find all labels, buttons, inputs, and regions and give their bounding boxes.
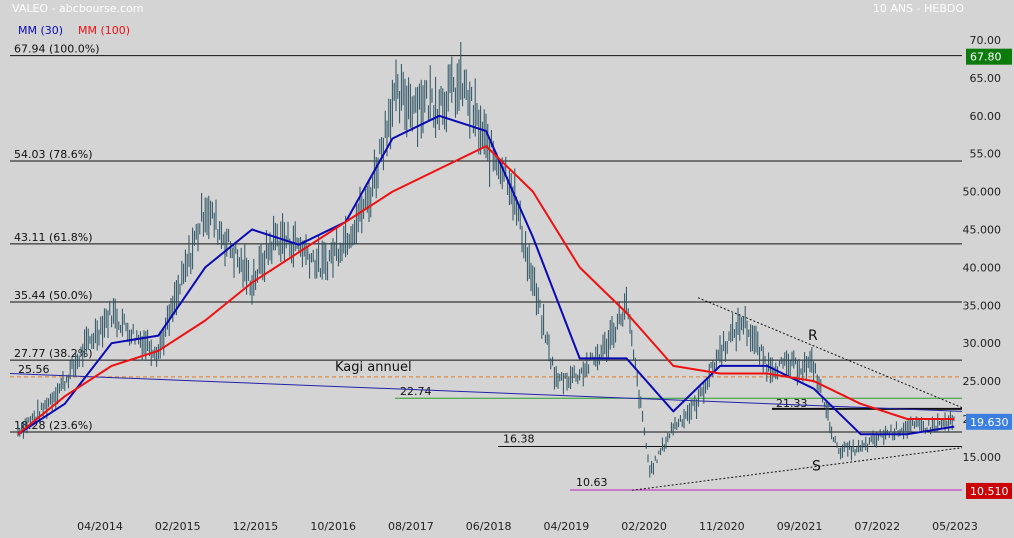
y-tick-label: 65.00 xyxy=(970,72,1002,85)
moving-averages xyxy=(17,114,955,436)
resistance-marker: R xyxy=(808,328,818,344)
breakout-level-label: 21.33 xyxy=(776,397,808,410)
support-resistance-lines: 25.56 22.74 21.33 16.38 10.63 xyxy=(9,297,963,491)
support-level-label: 22.74 xyxy=(400,385,432,398)
y-tick-label: 70.00 xyxy=(970,34,1002,47)
legend-ma30: MM (30) xyxy=(18,24,64,37)
x-tick-label: 12/2015 xyxy=(233,520,279,533)
y-tick-label: 50.000 xyxy=(963,186,1002,199)
y-tick-label: 25.000 xyxy=(963,375,1002,388)
x-tick-label: 10/2016 xyxy=(310,520,356,533)
lower-triangle-line xyxy=(631,447,963,491)
x-tick-label: 06/2018 xyxy=(466,520,512,533)
y-tick-label: 35.000 xyxy=(963,299,1002,312)
y-tick-label: 60.00 xyxy=(970,110,1002,123)
y-tick-label: 40.000 xyxy=(963,261,1002,274)
kagi-annotation: Kagi annuel xyxy=(335,360,412,375)
chart-source-title: VALEO - abcbourse.com xyxy=(12,2,144,15)
y-tick-label: 55.00 xyxy=(970,148,1002,161)
long-trendline xyxy=(9,373,963,412)
fib-label: 54.03 (78.6%) xyxy=(14,148,93,161)
kagi-level-label: 25.56 xyxy=(18,363,50,376)
y-tick-label: 45.000 xyxy=(963,224,1002,237)
support-marker: S xyxy=(812,459,821,475)
ma100-line xyxy=(17,145,955,435)
price-tags: 67.80 19.630 10.510 xyxy=(966,48,1012,499)
price-tag-label: 67.80 xyxy=(970,51,1002,64)
fibonacci-levels: 67.94 (100.0%) 54.03 (78.6%) 43.11 (61.8%)… xyxy=(10,43,962,433)
price-tag-box xyxy=(966,482,1012,499)
fib-label: 67.94 (100.0%) xyxy=(14,43,100,56)
mid-level-label: 16.38 xyxy=(503,432,535,445)
x-axis: 04/2014 02/2015 12/2015 10/2016 08/2017 06/20… xyxy=(77,520,978,533)
fib-label: 27.77 (38.2%) xyxy=(14,347,93,360)
legend-ma100: MM (100) xyxy=(78,24,131,37)
x-tick-label: 02/2020 xyxy=(621,520,667,533)
fib-label: 43.11 (61.8%) xyxy=(14,231,93,244)
price-tag-label: 19.630 xyxy=(970,416,1009,429)
x-tick-label: 04/2014 xyxy=(77,520,123,533)
y-tick-label: 15.000 xyxy=(963,451,1002,464)
chart-period: 10 ANS - HEBDO xyxy=(872,2,964,15)
fib-label: 35.44 (50.0%) xyxy=(14,289,93,302)
x-tick-label: 02/2015 xyxy=(155,520,201,533)
ma30-line xyxy=(17,114,955,436)
x-tick-label: 07/2022 xyxy=(854,520,900,533)
x-tick-label: 11/2020 xyxy=(699,520,745,533)
annotations: Kagi annuel R S xyxy=(335,328,821,474)
price-tag-box xyxy=(966,413,1012,430)
x-tick-label: 05/2023 xyxy=(932,520,978,533)
x-tick-label: 04/2019 xyxy=(544,520,590,533)
price-tag-label: 10.510 xyxy=(970,485,1009,498)
low-level-label: 10.63 xyxy=(576,476,608,489)
y-tick-label: 30.000 xyxy=(963,337,1002,350)
x-tick-label: 08/2017 xyxy=(388,520,434,533)
price-tag-box xyxy=(966,48,1012,65)
x-tick-label: 09/2021 xyxy=(777,520,823,533)
